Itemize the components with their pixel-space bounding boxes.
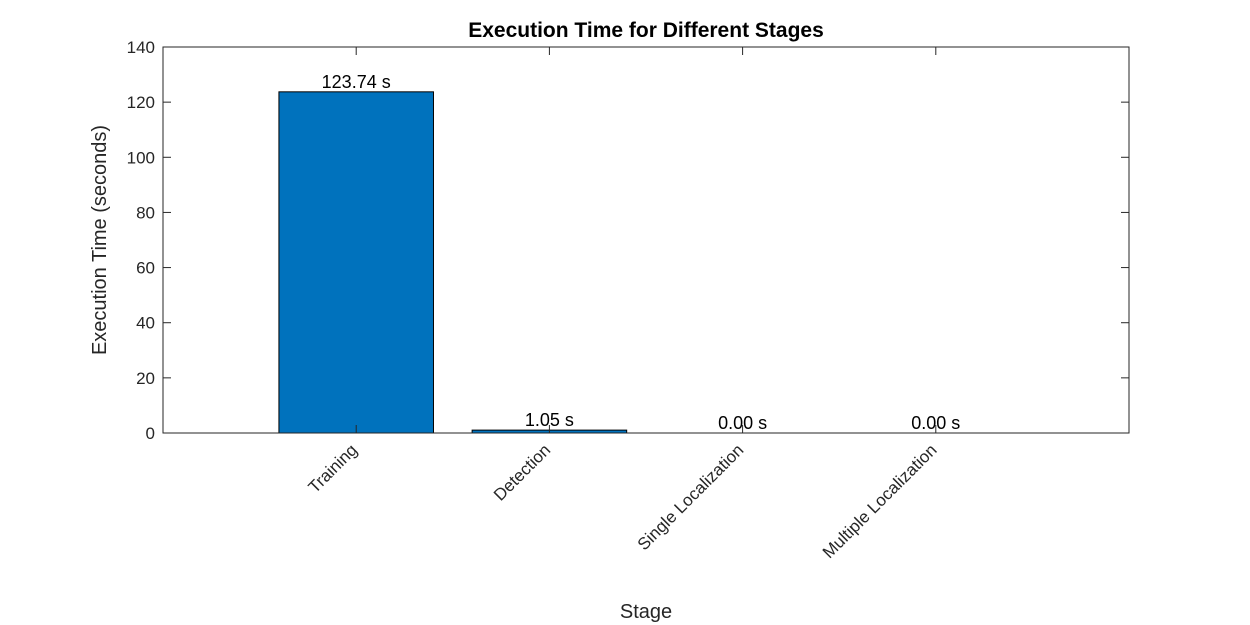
y-axis-ticks: 0 20 40 60 80 100 120 140 [127,38,1129,443]
data-label: 0.00 s [911,413,960,433]
x-tick-label: Detection [490,440,554,504]
bars-group [278,91,628,434]
x-tick-label: Training [305,440,361,496]
axes-box [162,46,1130,434]
data-label: 1.05 s [525,410,574,430]
axes-frame [162,46,1130,434]
y-tick-label: 140 [127,38,155,57]
bar-training [278,91,434,434]
y-tick-label: 0 [146,424,155,443]
y-tick-label: 20 [136,369,155,388]
y-tick-label: 100 [127,148,155,167]
data-label: 0.00 s [718,413,767,433]
y-tick-label: 60 [136,259,155,278]
y-tick-label: 40 [136,314,155,333]
y-tick-label: 120 [127,93,155,112]
data-labels-group: 123.74 s 1.05 s 0.00 s 0.00 s [322,72,961,433]
x-tick-label: Single Localization [634,440,748,554]
chart-title: Execution Time for Different Stages [468,19,824,42]
y-axis-label: Execution Time (seconds) [89,125,111,355]
data-label: 123.74 s [322,72,391,92]
x-tick-label: Multiple Localization [819,440,941,562]
x-axis-label: Stage [620,601,672,623]
y-tick-label: 80 [136,203,155,222]
